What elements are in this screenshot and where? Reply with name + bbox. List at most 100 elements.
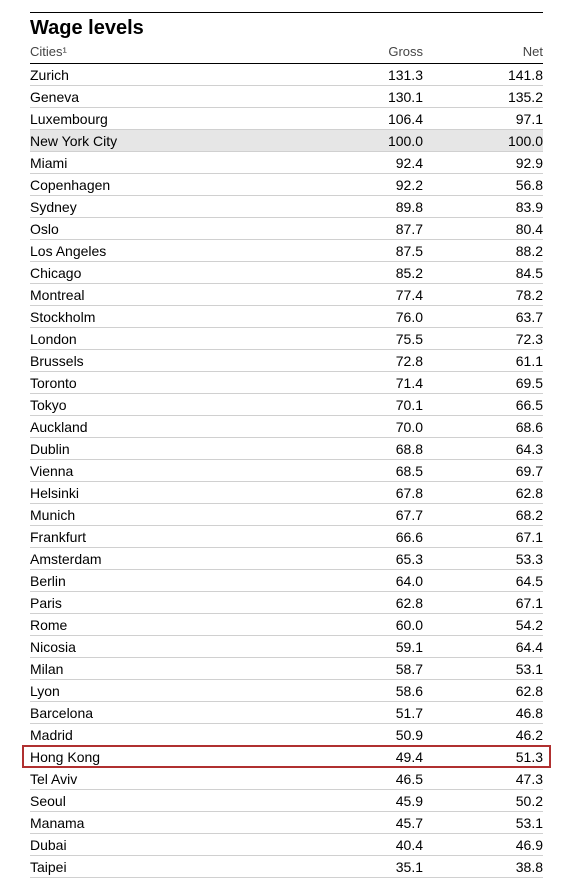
cell-city: Geneva	[30, 89, 303, 105]
cell-gross: 68.5	[303, 463, 423, 479]
table-row: Oslo87.780.4	[30, 218, 543, 240]
cell-net: 46.8	[423, 705, 543, 721]
table-row: Luxembourg106.497.1	[30, 108, 543, 130]
cell-net: 69.7	[423, 463, 543, 479]
cell-net: 68.6	[423, 419, 543, 435]
cell-net: 63.7	[423, 309, 543, 325]
cell-gross: 58.7	[303, 661, 423, 677]
cell-city: Manama	[30, 815, 303, 831]
cell-net: 78.2	[423, 287, 543, 303]
table-row: Geneva130.1135.2	[30, 86, 543, 108]
page-title: Wage levels	[30, 12, 543, 42]
cell-city: Montreal	[30, 287, 303, 303]
cell-gross: 87.5	[303, 243, 423, 259]
cell-net: 80.4	[423, 221, 543, 237]
table-row: Copenhagen92.256.8	[30, 174, 543, 196]
cell-net: 62.8	[423, 485, 543, 501]
cell-city: Tel Aviv	[30, 771, 303, 787]
table-row: Auckland70.068.6	[30, 416, 543, 438]
cell-city: Milan	[30, 661, 303, 677]
cell-net: 64.3	[423, 441, 543, 457]
cell-city: Barcelona	[30, 705, 303, 721]
table-row: Dubai40.446.9	[30, 834, 543, 856]
cell-net: 53.1	[423, 661, 543, 677]
cell-net: 68.2	[423, 507, 543, 523]
cell-city: Lyon	[30, 683, 303, 699]
cell-gross: 92.2	[303, 177, 423, 193]
cell-net: 67.1	[423, 595, 543, 611]
cell-city: Zurich	[30, 67, 303, 83]
cell-net: 53.3	[423, 551, 543, 567]
cell-city: Taipei	[30, 859, 303, 875]
cell-city: Paris	[30, 595, 303, 611]
table-row: Montreal77.478.2	[30, 284, 543, 306]
table-row: Vienna68.569.7	[30, 460, 543, 482]
table-header: Cities¹ Gross Net	[30, 42, 543, 64]
table-row: Chicago85.284.5	[30, 262, 543, 284]
cell-city: Dubai	[30, 837, 303, 853]
table-row: Dublin68.864.3	[30, 438, 543, 460]
cell-gross: 100.0	[303, 133, 423, 149]
table-row: Lyon58.662.8	[30, 680, 543, 702]
cell-city: Toronto	[30, 375, 303, 391]
table-row: Toronto71.469.5	[30, 372, 543, 394]
cell-net: 50.2	[423, 793, 543, 809]
table-row: Frankfurt66.667.1	[30, 526, 543, 548]
cell-gross: 49.4	[303, 749, 423, 765]
col-header-net: Net	[423, 44, 543, 59]
cell-city: Helsinki	[30, 485, 303, 501]
cell-net: 47.3	[423, 771, 543, 787]
cell-gross: 62.8	[303, 595, 423, 611]
table-row: Hong Kong49.451.3	[30, 746, 543, 768]
table-row: Zurich131.3141.8	[30, 64, 543, 86]
cell-net: 92.9	[423, 155, 543, 171]
table-row: London75.572.3	[30, 328, 543, 350]
cell-gross: 77.4	[303, 287, 423, 303]
table-row: Stockholm76.063.7	[30, 306, 543, 328]
table-row: Helsinki67.862.8	[30, 482, 543, 504]
cell-city: Amsterdam	[30, 551, 303, 567]
cell-net: 54.2	[423, 617, 543, 633]
cell-city: Hong Kong	[30, 749, 303, 765]
cell-city: London	[30, 331, 303, 347]
table-row: Tel Aviv46.547.3	[30, 768, 543, 790]
cell-net: 67.1	[423, 529, 543, 545]
cell-city: Tokyo	[30, 397, 303, 413]
cell-net: 38.8	[423, 859, 543, 875]
cell-gross: 89.8	[303, 199, 423, 215]
cell-city: Luxembourg	[30, 111, 303, 127]
cell-city: Dublin	[30, 441, 303, 457]
cell-gross: 59.1	[303, 639, 423, 655]
cell-city: Sydney	[30, 199, 303, 215]
table-row: Brussels72.861.1	[30, 350, 543, 372]
table-body: Zurich131.3141.8Geneva130.1135.2Luxembou…	[30, 64, 543, 878]
cell-net: 84.5	[423, 265, 543, 281]
cell-net: 51.3	[423, 749, 543, 765]
table-row: Seoul45.950.2	[30, 790, 543, 812]
table-row: New York City100.0100.0	[30, 130, 543, 152]
cell-gross: 130.1	[303, 89, 423, 105]
cell-city: Frankfurt	[30, 529, 303, 545]
table-row: Manama45.753.1	[30, 812, 543, 834]
cell-gross: 75.5	[303, 331, 423, 347]
cell-gross: 71.4	[303, 375, 423, 391]
cell-net: 97.1	[423, 111, 543, 127]
cell-city: Stockholm	[30, 309, 303, 325]
cell-gross: 67.7	[303, 507, 423, 523]
cell-gross: 76.0	[303, 309, 423, 325]
cell-net: 61.1	[423, 353, 543, 369]
cell-net: 64.5	[423, 573, 543, 589]
table-row: Rome60.054.2	[30, 614, 543, 636]
cell-city: Nicosia	[30, 639, 303, 655]
cell-net: 66.5	[423, 397, 543, 413]
cell-net: 141.8	[423, 67, 543, 83]
cell-city: Auckland	[30, 419, 303, 435]
cell-gross: 50.9	[303, 727, 423, 743]
cell-city: Berlin	[30, 573, 303, 589]
cell-gross: 87.7	[303, 221, 423, 237]
table-row: Taipei35.138.8	[30, 856, 543, 878]
cell-net: 83.9	[423, 199, 543, 215]
table-row: Paris62.867.1	[30, 592, 543, 614]
table-row: Barcelona51.746.8	[30, 702, 543, 724]
cell-city: New York City	[30, 133, 303, 149]
